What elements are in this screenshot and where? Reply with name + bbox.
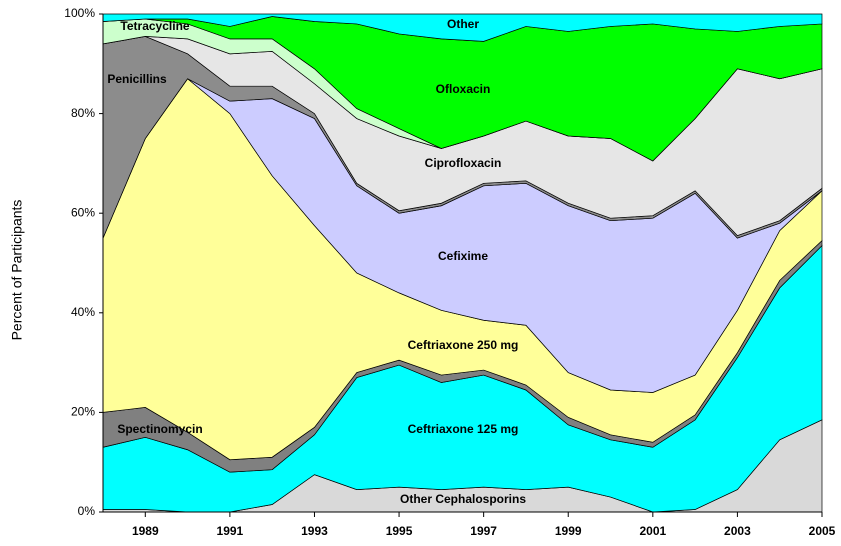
y-tick-label: 80%: [71, 106, 95, 120]
series-label: Penicillins: [107, 72, 167, 86]
series-label: Other: [447, 17, 479, 31]
y-tick-label: 20%: [71, 405, 95, 419]
x-tick-label: 2001: [639, 524, 666, 538]
series-label: Ceftriaxone 125 mg: [408, 422, 519, 436]
x-tick-label: 1989: [132, 524, 159, 538]
x-tick-label: 1993: [301, 524, 328, 538]
x-tick-label: 2003: [724, 524, 751, 538]
x-tick-label: 2005: [809, 524, 836, 538]
series-label: Ofloxacin: [436, 82, 491, 96]
x-tick-label: 1995: [386, 524, 413, 538]
x-tick-label: 1991: [217, 524, 244, 538]
y-tick-label: 60%: [71, 205, 95, 219]
y-tick-label: 100%: [64, 6, 95, 20]
series-label: Other Cephalosporins: [400, 492, 526, 506]
y-tick-label: 0%: [78, 504, 96, 518]
series-label: Ciprofloxacin: [425, 156, 502, 170]
series-label: Cefixime: [438, 249, 488, 263]
series-label: Ceftriaxone 250 mg: [408, 338, 519, 352]
x-tick-label: 1997: [470, 524, 497, 538]
x-tick-label: 1999: [555, 524, 582, 538]
area: [102, 13, 823, 42]
series-label: Spectinomycin: [117, 422, 202, 436]
y-axis-label: Percent of Participants: [9, 200, 25, 341]
y-tick-label: 40%: [71, 305, 95, 319]
series-label: Tetracycline: [120, 19, 189, 33]
